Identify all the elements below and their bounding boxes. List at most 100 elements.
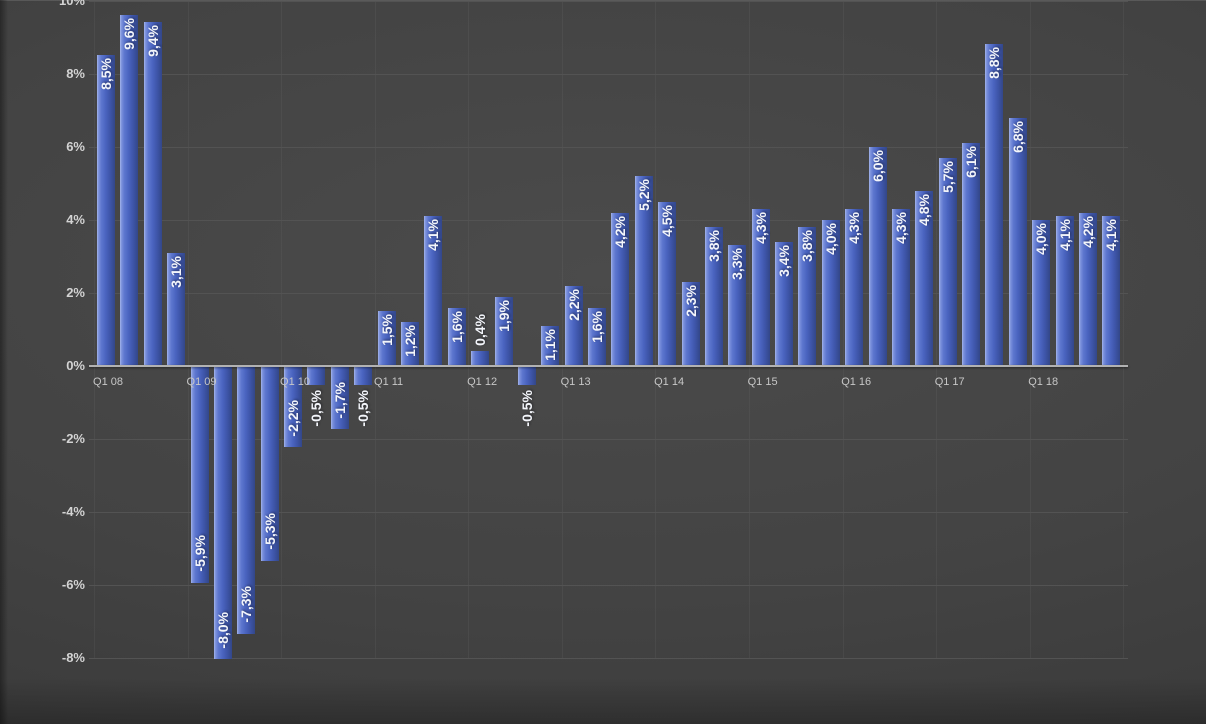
x-axis-tick-label: Q1 12 — [467, 376, 498, 388]
bar-data-label: 4,3% — [846, 211, 863, 244]
bar — [564, 285, 583, 366]
bar — [471, 351, 490, 366]
bar-data-label: 9,6% — [121, 18, 138, 51]
bar-data-label: 4,5% — [659, 204, 676, 237]
year-separator-line — [94, 1, 96, 658]
x-axis-tick-label: Q1 18 — [1028, 376, 1059, 388]
bar-data-label: 6,0% — [869, 149, 886, 182]
bar — [120, 15, 139, 366]
bar — [821, 219, 840, 366]
bar — [658, 201, 677, 366]
bar-data-label: 6,1% — [963, 146, 980, 178]
bar-data-label: 3,3% — [729, 248, 746, 281]
bar — [962, 143, 981, 366]
bar-data-label: 4,1% — [1103, 219, 1120, 252]
year-separator-line — [187, 1, 189, 658]
year-separator-line — [1029, 1, 1031, 658]
bar — [588, 307, 606, 366]
bar-data-label: 5,2% — [635, 178, 652, 211]
bar — [938, 157, 957, 366]
y-axis-tick-label: 8% — [66, 65, 85, 81]
bar-data-label: -0,5% — [518, 390, 535, 427]
x-axis-tick-label: Q1 11 — [374, 376, 404, 388]
bar-data-label: -8,0% — [214, 611, 231, 649]
left-edge-shadow — [0, 0, 8, 724]
y-axis-tick-label: 0% — [66, 358, 85, 373]
bar — [354, 367, 373, 386]
bar — [447, 307, 466, 366]
bar — [424, 216, 443, 366]
bar — [1102, 216, 1121, 366]
bar-data-label: 8,8% — [986, 47, 1003, 80]
bar — [494, 296, 513, 366]
x-axis-tick-label: Q1 15 — [747, 376, 778, 388]
bar-data-label: 0,4% — [472, 314, 489, 347]
bar-data-label: 1,6% — [448, 310, 465, 343]
year-separator-line — [1123, 1, 1124, 658]
y-axis-tick-label: 6% — [66, 138, 85, 154]
bar-data-label: 4,1% — [425, 219, 442, 252]
bar — [611, 212, 630, 366]
x-axis-tick-label: Q1 13 — [560, 376, 591, 388]
bar — [400, 322, 419, 366]
bar-data-label: -2,2% — [285, 399, 301, 437]
bar — [1055, 216, 1074, 366]
year-separator-line — [936, 1, 937, 658]
gridline-6% — [89, 146, 1128, 148]
bar — [143, 22, 162, 366]
bar — [284, 367, 302, 448]
bar-data-label: 5,7% — [939, 160, 956, 193]
bar-data-label: 4,2% — [1080, 215, 1096, 248]
bar — [260, 367, 279, 561]
bar — [330, 367, 349, 430]
bar — [213, 367, 232, 660]
bar — [1032, 219, 1051, 366]
bar — [517, 367, 536, 386]
bar-data-label: 3,8% — [799, 230, 816, 263]
bar — [775, 241, 793, 366]
year-separator-line — [655, 1, 657, 658]
bar — [634, 175, 653, 366]
bar — [167, 252, 186, 366]
year-separator-line — [468, 1, 470, 658]
bar — [985, 44, 1004, 366]
bar-data-label: 3,8% — [705, 230, 722, 263]
gridline-4% — [89, 219, 1128, 221]
bar-data-label: 6,8% — [1009, 120, 1026, 153]
y-axis-tick-label: 4% — [66, 211, 85, 227]
bar-data-label: 2,2% — [565, 288, 582, 321]
gridline--2% — [89, 439, 1128, 441]
gridline-10% — [89, 0, 1128, 2]
bar — [681, 281, 700, 366]
bar-data-label: 4,3% — [752, 211, 769, 244]
year-separator-line — [561, 1, 563, 658]
bar-data-label: 9,4% — [144, 25, 161, 58]
gridline-8% — [89, 73, 1128, 75]
bar — [377, 311, 396, 366]
bar-data-label: 8,5% — [98, 58, 114, 91]
bar-data-label: -0,5% — [308, 390, 325, 427]
bar-data-label: 4,0% — [1033, 222, 1050, 255]
gridline-2% — [89, 292, 1128, 294]
y-axis-tick-label: 10% — [58, 0, 85, 8]
y-axis-tick-label: -8% — [61, 650, 85, 666]
bar — [1079, 212, 1097, 366]
bar — [915, 190, 934, 366]
bar — [845, 208, 864, 366]
year-separator-line — [374, 1, 376, 658]
bar-data-label: -7,3% — [238, 586, 255, 623]
bar-data-label: 1,1% — [542, 328, 559, 361]
bar-data-label: -1,7% — [331, 381, 348, 419]
gridline--6% — [89, 585, 1128, 587]
bar-data-label: 3,1% — [168, 255, 185, 288]
bar — [891, 208, 910, 366]
bar-data-label: 1,6% — [589, 310, 605, 343]
bar-data-label: 2,3% — [682, 284, 699, 317]
bar-data-label: 4,1% — [1056, 219, 1073, 252]
bar — [190, 367, 209, 583]
bar-data-label: 4,3% — [892, 211, 909, 244]
zero-axis-line — [89, 365, 1128, 367]
bar-data-label: -5,9% — [191, 535, 208, 572]
x-axis-tick-label: Q1 14 — [654, 376, 685, 388]
